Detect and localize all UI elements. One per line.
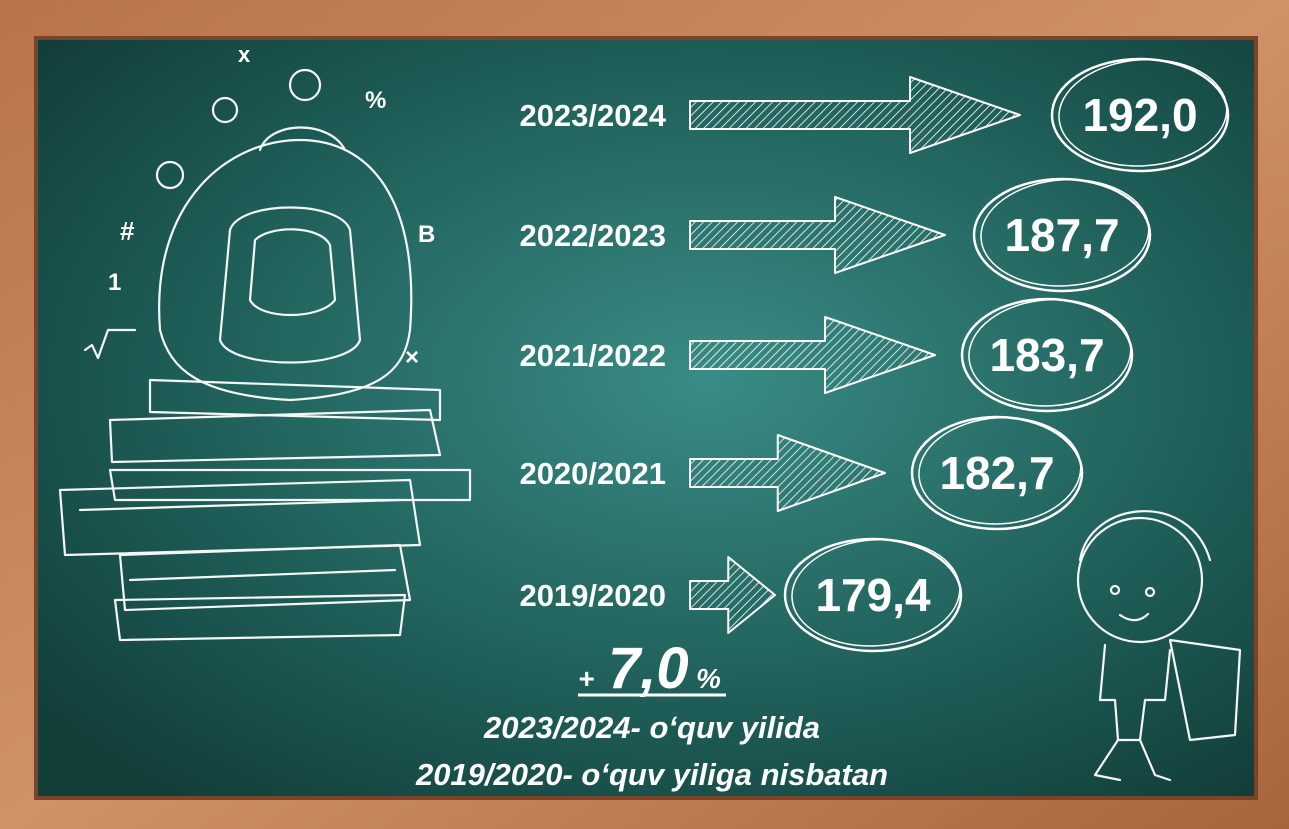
change-unit: % [696, 663, 721, 694]
doodle: # [120, 216, 135, 246]
year-label: 2020/2021 [519, 456, 666, 491]
caption: 2019/2020- oʻquv yiliga nisbatan [415, 757, 888, 792]
doodle: 1 [108, 269, 121, 296]
year-label: 2022/2023 [519, 218, 666, 253]
year-label: 2023/2024 [519, 98, 666, 133]
chalkboard: x % # 1 B × 2023/2024 192,0 2022/2023 187,7… [0, 0, 1289, 829]
value-label: 182,7 [939, 447, 1054, 499]
change-number: 7,0 [608, 636, 689, 701]
doodle: x [238, 42, 251, 67]
value-label: 179,4 [815, 569, 931, 621]
year-label: 2019/2020 [519, 578, 666, 613]
change-sign: + [578, 663, 594, 694]
doodle: × [405, 344, 419, 371]
doodle: B [418, 221, 435, 248]
doodle: % [365, 87, 386, 114]
caption: 2023/2024- oʻquv yilida [483, 710, 820, 745]
value-label: 183,7 [989, 329, 1104, 381]
year-label: 2021/2022 [519, 338, 666, 373]
value-label: 192,0 [1082, 89, 1197, 141]
value-label: 187,7 [1004, 209, 1119, 261]
